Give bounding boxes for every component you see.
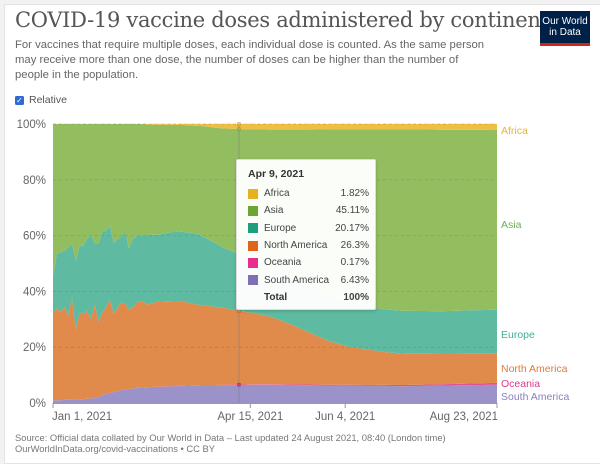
x-tick-label: Jan 1, 2021 — [52, 411, 112, 423]
tooltip-row-value: 0.17% — [340, 257, 369, 269]
tooltip-row-name: North America — [264, 240, 328, 252]
tooltip-row-name: South America — [264, 274, 330, 286]
area-north-america[interactable] — [53, 297, 497, 401]
legend-swatch-icon — [248, 223, 258, 234]
legend-swatch-icon — [248, 257, 258, 268]
hover-point — [237, 122, 241, 126]
tooltip-row-africa: Africa 1.82% — [248, 185, 369, 202]
y-tick-label: 80% — [23, 175, 46, 187]
y-tick-label: 60% — [23, 231, 46, 243]
series-label-europe[interactable]: Europe — [501, 329, 535, 341]
legend-swatch-icon — [248, 205, 258, 216]
series-label-africa[interactable]: Africa — [501, 125, 528, 137]
tooltip-row-south-america: South America 6.43% — [248, 271, 369, 288]
tooltip-row-oceania: Oceania 0.17% — [248, 254, 369, 271]
hover-point — [237, 127, 241, 131]
area-africa[interactable] — [53, 124, 497, 131]
tooltip-row-value: 45.11% — [335, 205, 369, 217]
tooltip: Apr 9, 2021 Africa 1.82% Asia 45.11% Europe 2… — [236, 159, 376, 310]
series-label-asia[interactable]: Asia — [501, 219, 522, 231]
y-axis-ticks: 0% 20% 40% 60% 80% 100% — [17, 119, 46, 410]
x-tick-label: Apr 15, 2021 — [217, 411, 283, 423]
y-tick-label: 100% — [17, 119, 46, 131]
tooltip-row-value: 26.3% — [340, 240, 369, 252]
tooltip-row-value: 20.17% — [335, 222, 369, 234]
tooltip-date: Apr 9, 2021 — [248, 168, 305, 180]
x-axis: Jan 1, 2021 Apr 15, 2021 Jun 4, 2021 Aug 23… — [52, 403, 498, 423]
source-line: Source: Official data collated by Our Wo… — [15, 432, 446, 443]
tooltip-total-row: Total 100% — [248, 289, 369, 306]
tooltip-row-name: Oceania — [264, 257, 302, 269]
y-tick-label: 40% — [23, 286, 46, 298]
owid-logo[interactable]: Our World in Data — [540, 11, 590, 46]
tooltip-row-name: Asia — [264, 205, 284, 217]
series-label-north-america[interactable]: North America — [501, 363, 568, 375]
area-south-america[interactable] — [53, 384, 497, 403]
chart-subtitle: For vaccines that require multiple doses… — [15, 39, 485, 81]
source-note: Source: Official data collated by Our Wo… — [15, 432, 446, 454]
tooltip-row-europe: Europe 20.17% — [248, 220, 369, 237]
logo-line-1: Our World — [542, 16, 588, 27]
y-tick-label: 0% — [29, 398, 46, 410]
legend-swatch-icon — [248, 188, 258, 199]
hover-point — [237, 309, 241, 313]
x-tick-label: Jun 4, 2021 — [315, 411, 375, 423]
relative-toggle[interactable]: ✓ Relative — [15, 94, 67, 106]
hover-point — [237, 382, 241, 387]
legend-swatch-icon — [248, 275, 258, 286]
tooltip-row-name: Africa — [264, 188, 290, 200]
source-url[interactable]: OurWorldInData.org/covid-vaccinations • … — [15, 443, 216, 454]
series-label-oceania[interactable]: Oceania — [501, 378, 540, 390]
logo-line-2: in Data — [549, 27, 581, 38]
x-tick-label: Aug 23, 2021 — [430, 411, 498, 423]
tooltip-total-value: 100% — [343, 291, 369, 303]
series-label-south-america[interactable]: South America — [501, 391, 569, 403]
legend-swatch-icon — [248, 240, 258, 251]
chart-title: COVID-19 vaccine doses administered by c… — [15, 8, 549, 32]
tooltip-row-name: Europe — [264, 222, 297, 234]
y-tick-label: 20% — [23, 342, 46, 354]
tooltip-row-value: 6.43% — [340, 274, 369, 286]
tooltip-row-asia: Asia 45.11% — [248, 202, 369, 219]
area-oceania[interactable] — [53, 382, 497, 401]
tooltip-row-north-america: North America 26.3% — [248, 237, 369, 254]
checkbox-checked-icon[interactable]: ✓ — [15, 95, 24, 105]
relative-label: Relative — [29, 94, 67, 106]
tooltip-row-value: 1.82% — [340, 188, 369, 200]
tooltip-total-label: Total — [264, 291, 288, 303]
